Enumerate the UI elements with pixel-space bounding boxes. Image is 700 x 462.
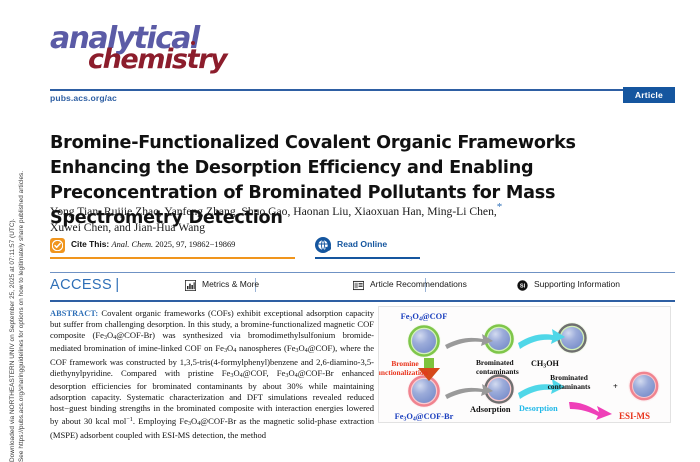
abstract-label: ABSTRACT: — [50, 309, 99, 318]
journal-logo[interactable]: analytical chemistry — [50, 24, 250, 82]
read-online-block[interactable]: Read Online — [315, 236, 420, 260]
access-divider-2 — [425, 278, 426, 292]
access-label[interactable]: ACCESS | — [50, 277, 120, 293]
globe-icon — [315, 237, 332, 253]
cyan-arrow-top — [518, 329, 565, 349]
logo-word-chemistry: chemistry — [88, 44, 228, 75]
access-item-metrics[interactable]: Metrics & More — [202, 279, 260, 289]
article-list-icon — [352, 278, 365, 291]
sub-4d: 4 — [239, 372, 243, 380]
author-list: Yong Tian, Ruijie Zhao, Yanfeng Zhang, S… — [50, 199, 670, 236]
abstract-p5: nanospheres (Fe — [239, 343, 296, 354]
toc-label-brominated-2: contaminants — [476, 367, 519, 376]
bar-chart-icon — [184, 278, 197, 292]
sub-4c: 4 — [304, 347, 308, 355]
abstract-o6: O — [191, 416, 198, 427]
abstract-p7: @COF), where the COF framework was const… — [50, 343, 375, 378]
access-bottom-rule — [50, 300, 675, 302]
toc-label-esims: ESI-MS — [619, 411, 650, 421]
cite-this-label: Cite This: — [71, 239, 110, 249]
toc-graphic: Fe3O4@COF Fe3O4@COF-Br Bromine functiona… — [378, 306, 671, 423]
logo-dot — [191, 41, 195, 45]
abstract-o4: O — [233, 367, 240, 378]
magenta-arrow-esims — [569, 402, 612, 420]
particle-cof-top-left — [407, 324, 441, 358]
cite-this-text: Cite This: Anal. Chem. 2025, 97, 19862−1… — [71, 239, 235, 249]
toc-label-bromine-2: functionalization — [379, 368, 428, 377]
abstract-p14: @COF-Br as the magnetic solid-phase extr… — [50, 416, 374, 440]
particle-cofbr-bottom-left — [407, 374, 441, 408]
supporting-info-icon: SI — [517, 278, 528, 291]
abstract-o5: O — [288, 367, 295, 378]
logo-word-analytical: analytical — [50, 21, 200, 56]
toc-label-brominated-1: Brominated — [476, 358, 515, 367]
abstract-o2: O — [227, 343, 234, 354]
toc-label-bromine-1: Bromine — [391, 359, 419, 368]
sub-3a: 3 — [103, 334, 107, 342]
cite-underline — [50, 257, 295, 260]
margin-note-line-1: Downloaded via NORTHEASTERN UNIV on Sept… — [9, 218, 16, 462]
sub-4a: 4 — [113, 334, 117, 342]
sub-3d: 3 — [230, 372, 234, 380]
author-line-2: Xuwei Chen, and Jian-Hua Wang — [50, 220, 206, 234]
citation-bar: Cite This: Anal. Chem. 2025, 97, 19862−1… — [50, 236, 675, 262]
read-online-label: Read Online — [337, 239, 388, 249]
toc-label-desorption: Desorption — [519, 404, 558, 413]
author-line-1: Yong Tian, Ruijie Zhao, Yanfeng Zhang, S… — [50, 204, 497, 218]
gray-arrow-bottom — [445, 384, 493, 399]
page-title: Bromine-Functionalized Covalent Organic … — [50, 132, 576, 228]
sub-4f: 4 — [197, 420, 201, 428]
particle-cofbr-released — [628, 370, 660, 402]
access-item-recommendations[interactable]: Article Recommendations — [370, 279, 467, 289]
article-page: analytical chemistry pubs.acs.org/ac Art… — [26, 0, 700, 462]
cite-reference: 2025, 97, 19862−19869 — [155, 240, 236, 249]
corresponding-author-asterisk: * — [496, 201, 503, 213]
sub-3e: 3 — [285, 372, 289, 380]
sub-4b: 4 — [233, 347, 237, 355]
toc-label-plus: + — [613, 382, 618, 391]
sub-3b: 3 — [223, 347, 228, 355]
toc-label-brominated-r2: contaminants — [548, 382, 591, 391]
article-type-badge: Article — [622, 87, 675, 103]
abstract-p9: @COF, Fe — [242, 367, 286, 378]
gray-arrow-top — [445, 334, 493, 349]
cyan-arrow-bottom — [518, 379, 565, 399]
sub-3f: 3 — [187, 420, 191, 428]
sub-3c: 3 — [295, 347, 299, 355]
margin-note-line-2: See https://pubs.acs.org/sharingguidelin… — [18, 170, 25, 462]
particle-cof-regenerated — [556, 322, 588, 354]
cite-journal: Anal. Chem. — [111, 240, 154, 249]
toc-label-brominated-r1: Brominated — [550, 373, 589, 382]
download-margin-note: Downloaded via NORTHEASTERN UNIV on Sept… — [0, 0, 26, 462]
abstract-p12: . Employing Fe — [132, 416, 188, 427]
abstract-sup1: −1 — [126, 416, 133, 424]
abstract-p11: @COF-Br enhanced desorption efficiencies… — [50, 367, 375, 427]
toc-label-adsorption: Adsorption — [470, 405, 511, 414]
read-online-underline — [315, 257, 420, 260]
toc-label-cof: Fe3O4@COF — [401, 312, 448, 323]
journal-url-link[interactable]: pubs.acs.org/ac — [50, 93, 117, 103]
cite-this-block[interactable]: Cite This: Anal. Chem. 2025, 97, 19862−1… — [50, 236, 295, 260]
header-rule — [50, 89, 675, 91]
access-bar: ACCESS | Metrics & More Article Recommen… — [50, 274, 675, 299]
toc-graphic-svg: Fe3O4@COF Fe3O4@COF-Br Bromine functiona… — [379, 312, 660, 423]
particle-cof-loaded — [483, 323, 515, 355]
sub-4e: 4 — [294, 372, 298, 380]
toc-label-methanol: CH3OH — [531, 359, 560, 370]
check-circle-icon — [50, 238, 65, 253]
access-top-rule — [50, 272, 675, 273]
abstract-p3: @COF-Br) was synthesized via bromodimeth… — [50, 330, 374, 354]
access-divider-1 — [255, 278, 256, 292]
toc-label-cofbr: Fe3O4@COF-Br — [395, 412, 454, 423]
abstract-o1: O — [106, 330, 114, 341]
abstract-text: ABSTRACT: Covalent organic frameworks (C… — [50, 308, 675, 441]
svg-text:SI: SI — [520, 284, 526, 290]
abstract-p1: Covalent organic frameworks (COFs) exhib… — [50, 308, 375, 341]
access-item-supporting[interactable]: Supporting Information — [534, 279, 620, 289]
abstract-o3: O — [298, 343, 305, 354]
